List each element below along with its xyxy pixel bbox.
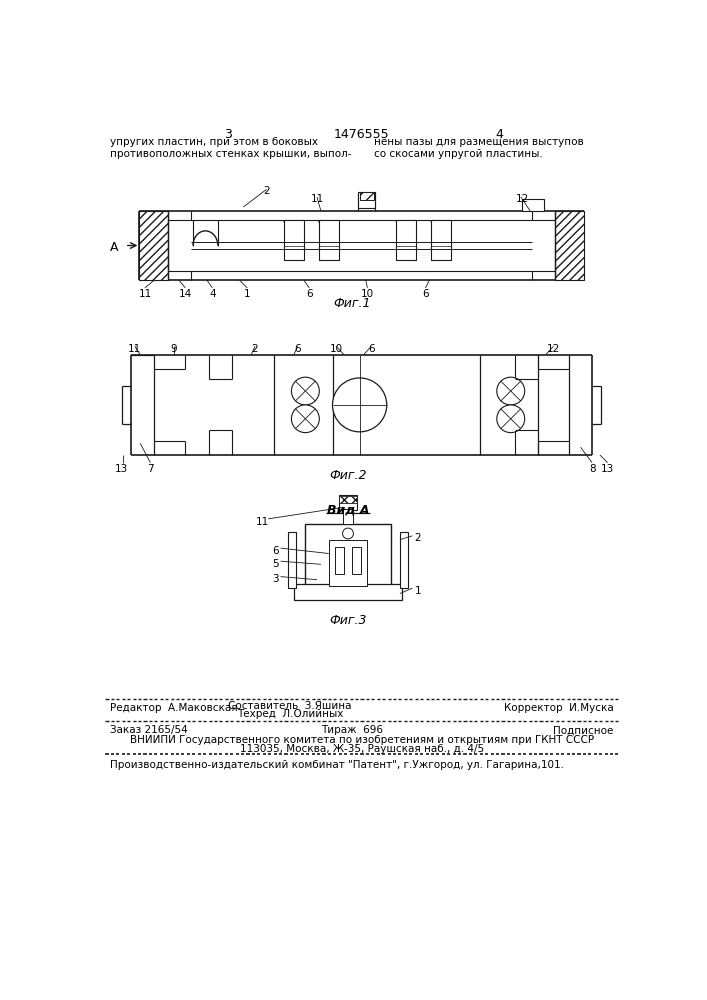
- Text: 3: 3: [224, 128, 232, 141]
- Bar: [139, 211, 168, 280]
- Text: Фиг.3: Фиг.3: [329, 614, 367, 627]
- Text: 10: 10: [329, 344, 343, 354]
- Circle shape: [497, 377, 525, 405]
- Text: 11: 11: [310, 194, 324, 204]
- Text: 10: 10: [361, 289, 374, 299]
- Text: 6: 6: [306, 289, 312, 299]
- Text: 2: 2: [252, 344, 258, 354]
- Bar: [522, 199, 544, 211]
- Text: Корректор  И.Муска: Корректор И.Муска: [504, 703, 614, 713]
- Text: 1: 1: [244, 289, 250, 299]
- Text: 12: 12: [547, 344, 560, 354]
- Text: 6: 6: [294, 344, 301, 354]
- Text: 6: 6: [273, 546, 279, 556]
- Text: 7: 7: [147, 464, 153, 474]
- Text: 11: 11: [139, 289, 151, 299]
- Bar: [329, 540, 368, 586]
- Bar: [288, 532, 296, 588]
- Text: упругих пластин, при этом в боковых
противоположных стенках крышки, выпол-: упругих пластин, при этом в боковых прот…: [110, 137, 351, 159]
- Bar: [305, 524, 391, 597]
- Text: 13: 13: [601, 464, 614, 474]
- Bar: [293, 584, 402, 600]
- Text: Редактор  А.Маковская: Редактор А.Маковская: [110, 703, 238, 713]
- Text: А: А: [110, 241, 119, 254]
- Circle shape: [291, 377, 320, 405]
- Text: 1: 1: [414, 586, 421, 596]
- Text: Фиг.1: Фиг.1: [333, 297, 370, 310]
- Text: 11: 11: [256, 517, 269, 527]
- Text: 1476555: 1476555: [334, 128, 390, 141]
- Text: нены пазы для размещения выступов
со скосами упругой пластины.: нены пазы для размещения выступов со ско…: [373, 137, 583, 159]
- Text: 8: 8: [589, 464, 595, 474]
- Text: 12: 12: [515, 194, 529, 204]
- Text: 4: 4: [209, 289, 216, 299]
- Bar: [400, 532, 408, 588]
- Bar: [339, 496, 356, 503]
- Text: Фиг.2: Фиг.2: [329, 469, 367, 482]
- Bar: [431, 220, 451, 260]
- Circle shape: [332, 378, 387, 432]
- Bar: [339, 495, 357, 510]
- Text: 9: 9: [170, 344, 177, 354]
- Text: 2: 2: [414, 533, 421, 543]
- Bar: [358, 192, 375, 208]
- Bar: [344, 509, 353, 524]
- Text: 11: 11: [128, 344, 141, 354]
- Bar: [319, 220, 339, 260]
- Circle shape: [497, 405, 525, 433]
- Bar: [360, 192, 373, 200]
- Bar: [335, 547, 344, 574]
- Text: Подписное: Подписное: [554, 725, 614, 735]
- Text: ВНИИПИ Государственного комитета по изобретениям и открытиям при ГКНТ СССР: ВНИИПИ Государственного комитета по изоб…: [130, 735, 594, 745]
- Text: 6: 6: [422, 289, 429, 299]
- Text: 14: 14: [179, 289, 192, 299]
- Text: 5: 5: [273, 559, 279, 569]
- Text: Тираж  696: Тираж 696: [321, 725, 383, 735]
- Bar: [352, 547, 361, 574]
- Text: Составитель  З.Яшина: Составитель З.Яшина: [228, 701, 351, 711]
- Text: 113035, Москва, Ж-35, Раушская наб., д. 4/5: 113035, Москва, Ж-35, Раушская наб., д. …: [240, 744, 484, 754]
- Text: 4: 4: [495, 128, 503, 141]
- Circle shape: [291, 405, 320, 433]
- Text: Производственно-издательский комбинат "Патент", г.Ужгород, ул. Гагарина,101.: Производственно-издательский комбинат "П…: [110, 760, 564, 770]
- Bar: [396, 220, 416, 260]
- Circle shape: [343, 528, 354, 539]
- Text: Заказ 2165/54: Заказ 2165/54: [110, 725, 188, 735]
- Bar: [284, 220, 304, 260]
- Text: Техред  Л.Олийных: Техред Л.Олийных: [237, 709, 343, 719]
- Text: 6: 6: [368, 344, 375, 354]
- Text: Вид А: Вид А: [327, 503, 369, 516]
- Text: 3: 3: [273, 574, 279, 584]
- Bar: [555, 211, 585, 280]
- Text: 2: 2: [263, 186, 270, 196]
- Text: 13: 13: [115, 464, 129, 474]
